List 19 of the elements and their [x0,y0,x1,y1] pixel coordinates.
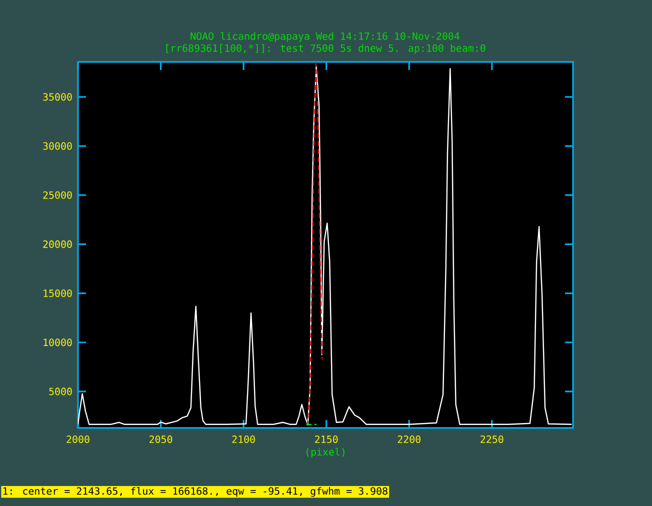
x-tick-label: 2050 [150,435,172,444]
y-tick-label: 30000 [43,142,72,150]
chart-subtitle: [rr689361[100,*]]: test 7500 5s dnew 5. ap:100 beam:0 [166,44,486,54]
y-tick-label: 25000 [43,191,72,199]
x-tick-label: 2250 [480,435,504,444]
y-tick-label: 5000 [49,388,72,396]
chart-title: NOAO licandro@papaya Wed 14:17:16 10-Nov-2004 [190,32,460,42]
x-tick-label: 2100 [232,435,255,444]
x-tick-label: 2000 [66,435,90,444]
y-tick-label: 35000 [43,93,72,101]
y-tick-label: 20000 [43,240,72,248]
y-tick-label: 10000 [44,338,72,346]
x-tick-label: 2200 [398,435,420,444]
line-series [78,66,572,426]
x-tick-label: 2150 [315,435,338,444]
text: 1: center = 2143.65, flux = 166168., eqw = -95.41, gfwhm = 3.908 [3,487,388,497]
y-tick-label: 15000 [44,290,72,298]
line-series [306,62,323,426]
x-axis-title: (pixel) [306,448,344,458]
